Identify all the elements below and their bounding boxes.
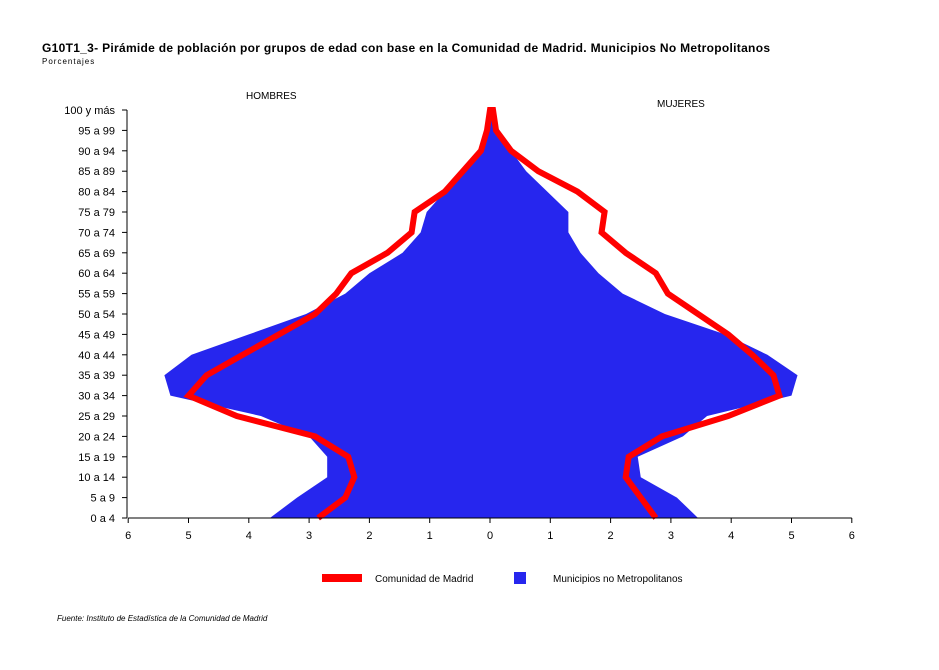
chart-legend: Comunidad de Madrid Municipios no Metrop… [322,572,683,585]
x-tick-label: 3 [306,530,312,542]
y-tick-label: 35 a 39 [78,370,115,382]
y-tick-label: 100 y más [64,105,115,117]
x-tick-label: 6 [125,530,131,542]
area-municipios-no-metropolitanos [164,110,798,518]
y-tick-label: 45 a 49 [78,329,115,341]
y-tick-label: 5 a 9 [91,493,115,505]
y-tick-label: 90 a 94 [78,146,115,158]
line-comunidad-de-madrid [183,107,784,521]
chart-title: G10T1_3- Pirámide de población por grupo… [42,41,771,55]
y-tick-label: 0 a 4 [91,513,115,525]
x-tick-label: 4 [246,530,252,542]
y-tick-label: 85 a 89 [78,166,115,178]
x-tick-label: 1 [427,530,433,542]
y-tick-label: 70 a 74 [78,227,115,239]
legend-swatch-municipios [514,572,526,584]
y-tick-label: 65 a 69 [78,248,115,260]
x-tick-label: 2 [608,530,614,542]
y-tick-label: 30 a 34 [78,391,115,403]
x-tick-label: 5 [185,530,191,542]
y-tick-label: 10 a 14 [78,472,115,484]
y-tick-label: 55 a 59 [78,289,115,301]
x-tick-label: 5 [788,530,794,542]
x-tick-label: 3 [668,530,674,542]
legend-label-municipios: Municipios no Metropolitanos [553,574,683,585]
x-tick-label: 0 [487,530,493,542]
hombres-label: HOMBRES [246,91,297,102]
y-tick-label: 15 a 19 [78,452,115,464]
line-layer [183,107,784,521]
y-tick-label: 80 a 84 [78,187,115,199]
legend-label-comunidad: Comunidad de Madrid [375,574,473,585]
area-layer [164,110,798,518]
x-tick-label: 2 [366,530,372,542]
y-tick-label: 75 a 79 [78,207,115,219]
source-note: Fuente: Instituto de Estadística de la C… [57,614,268,623]
x-tick-label: 6 [849,530,855,542]
y-tick-label: 40 a 44 [78,350,115,362]
y-tick-label: 25 a 29 [78,411,115,423]
mujeres-label: MUJERES [657,99,705,110]
y-tick-label: 20 a 24 [78,431,115,443]
chart-subtitle: Porcentajes [42,57,96,66]
legend-swatch-comunidad [322,574,362,582]
y-tick-label: 95 a 99 [78,125,115,137]
x-tick-label: 4 [728,530,734,542]
x-tick-label: 1 [547,530,553,542]
y-tick-label: 60 a 64 [78,268,115,280]
y-tick-label: 50 a 54 [78,309,115,321]
